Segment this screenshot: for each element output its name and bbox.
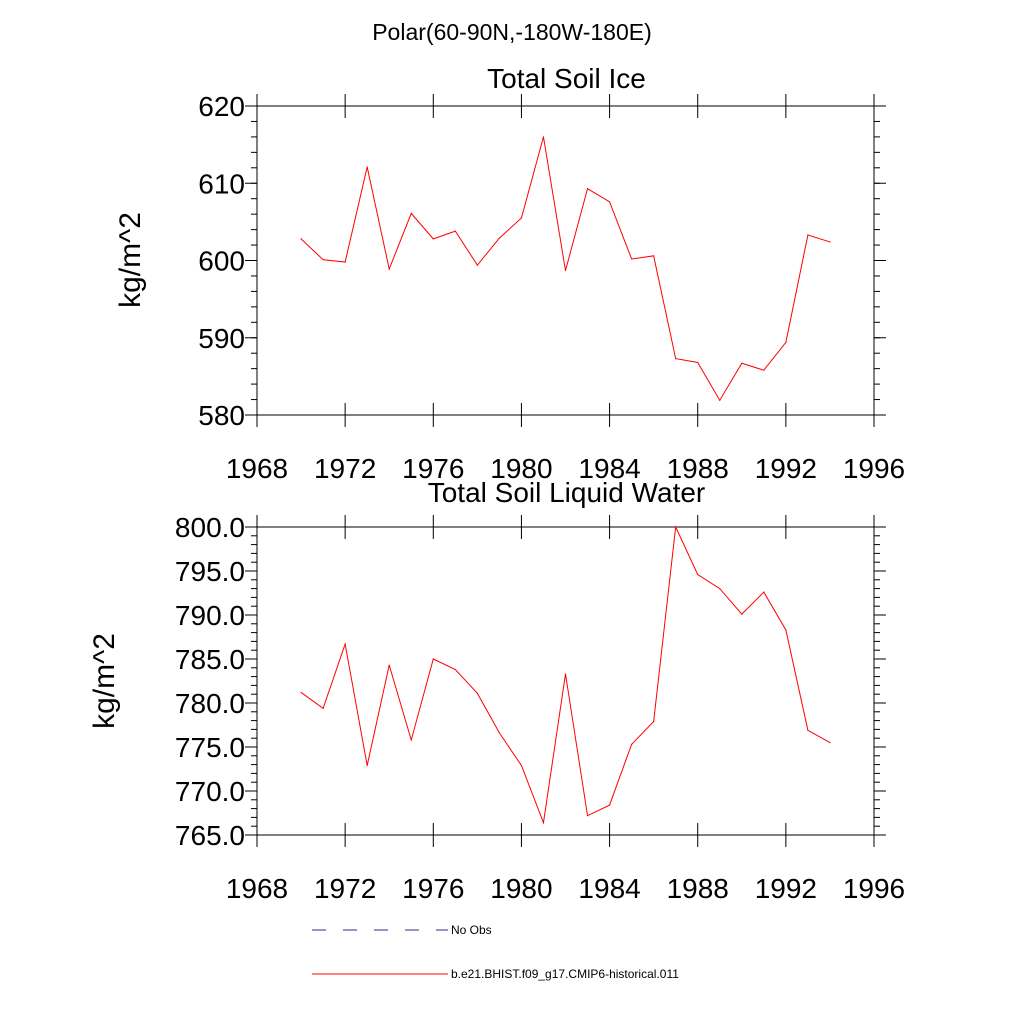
plot-frame (256, 105, 875, 416)
x-tick-label: 1992 (755, 873, 817, 904)
chart-panel-2: 1968 1972 1976 1980 1984 1988 1992 1996 765.0 770… (88, 477, 905, 904)
data-point (344, 643, 346, 645)
x-tick-label: 1980 (490, 873, 552, 904)
data-point (300, 691, 302, 694)
y-tick-label: 785.0 (175, 644, 245, 675)
data-point (388, 664, 390, 666)
y-tick-label: 765.0 (175, 820, 245, 851)
data-point (719, 588, 721, 590)
plot-frame (256, 526, 875, 836)
x-tick-label: 1984 (578, 873, 640, 904)
data-point (322, 259, 324, 261)
y-tick-label: 610 (198, 168, 245, 199)
data-point (410, 739, 412, 741)
data-point (542, 136, 545, 138)
data-point (564, 269, 567, 272)
data-point (785, 341, 787, 343)
data-point (807, 729, 809, 731)
x-tick-label: 1968 (226, 873, 288, 904)
data-point (366, 166, 368, 168)
y-tick-label: 590 (198, 323, 245, 354)
chart-title: Total Soil Liquid Water (428, 477, 706, 508)
y-tick-label: 580 (198, 400, 245, 431)
data-point (741, 362, 743, 364)
x-tick-label: 1996 (843, 873, 905, 904)
data-point (608, 201, 611, 203)
data-point (697, 361, 699, 364)
legend-no-obs-label: No Obs (451, 923, 492, 937)
data-point (631, 743, 633, 745)
data-point (741, 613, 743, 615)
x-tick-label: 1976 (402, 453, 464, 484)
data-point (675, 358, 677, 360)
data-point (432, 658, 434, 660)
x-tick-label: 1972 (314, 873, 376, 904)
data-point (586, 188, 589, 190)
data-point (785, 629, 787, 631)
data-point (763, 369, 765, 371)
data-point (410, 212, 412, 214)
y-tick-label: 780.0 (175, 688, 245, 719)
data-point (542, 822, 545, 824)
data-point (829, 742, 831, 744)
data-point (829, 241, 831, 243)
data-point (344, 261, 346, 263)
data-point (520, 764, 523, 767)
data-point (322, 707, 324, 709)
x-tick-label: 1968 (226, 453, 288, 484)
data-point (697, 573, 699, 576)
data-point (719, 399, 721, 401)
data-point (454, 668, 456, 671)
data-point (454, 230, 456, 232)
x-tick-label: 1984 (578, 453, 640, 484)
data-point (476, 264, 478, 266)
chart-title: Total Soil Ice (487, 63, 646, 94)
data-point (586, 815, 589, 817)
data-point (763, 591, 765, 593)
y-tick-label: 600 (198, 246, 245, 277)
legend-model-label: b.e21.BHIST.f09_g17.CMIP6-historical.011 (451, 967, 679, 981)
data-point (807, 234, 809, 236)
legend: No Obs b.e21.BHIST.f09_g17.CMIP6-histori… (312, 923, 679, 981)
x-tick-label: 1988 (667, 453, 729, 484)
figure-suptitle: Polar(60-90N,-180W-180E) (372, 19, 652, 45)
data-point (608, 804, 611, 806)
x-tick-label: 1996 (843, 453, 905, 484)
y-axis-label: kg/m^2 (88, 633, 121, 729)
data-point (653, 720, 655, 723)
y-tick-label: 800.0 (175, 512, 245, 543)
data-point (498, 237, 500, 239)
y-tick-label: 770.0 (175, 776, 245, 807)
x-tick-label: 1988 (667, 873, 729, 904)
y-tick-label: 790.0 (175, 600, 245, 631)
series-line (300, 525, 831, 825)
y-tick-label: 795.0 (175, 556, 245, 587)
data-point (675, 526, 677, 528)
data-point (432, 238, 434, 240)
data-point (498, 732, 500, 734)
data-point (300, 238, 302, 240)
data-point (366, 764, 368, 767)
x-tick-label: 1976 (402, 873, 464, 904)
x-tick-label: 1980 (490, 453, 552, 484)
data-point (520, 217, 523, 219)
data-point (564, 673, 567, 675)
data-point (653, 255, 655, 257)
y-tick-label: 775.0 (175, 732, 245, 763)
chart-panel-1: 1968 1972 1976 1980 1984 1988 1992 1996 580 590 60… (114, 63, 905, 484)
x-tick-label: 1972 (314, 453, 376, 484)
series-line (300, 136, 831, 402)
y-tick-label: 620 (198, 91, 245, 122)
data-point (388, 268, 390, 270)
data-point (631, 258, 633, 260)
y-axis-label: kg/m^2 (114, 212, 147, 308)
x-tick-label: 1992 (755, 453, 817, 484)
data-point (476, 692, 478, 694)
